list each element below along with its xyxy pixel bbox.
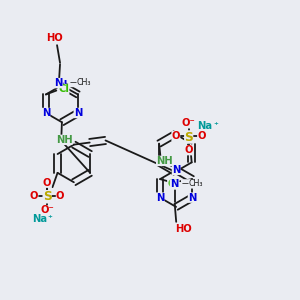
- Text: CH₃: CH₃: [189, 179, 203, 188]
- Text: O: O: [184, 145, 193, 155]
- Text: N: N: [58, 80, 66, 90]
- Text: S: S: [43, 190, 52, 203]
- Text: HO: HO: [175, 224, 192, 234]
- Text: NH: NH: [156, 156, 173, 166]
- Text: S: S: [184, 130, 193, 143]
- Text: ⁺: ⁺: [213, 121, 218, 130]
- Text: O⁻: O⁻: [40, 206, 54, 215]
- Text: N: N: [188, 193, 196, 202]
- Text: CH₃: CH₃: [77, 78, 91, 87]
- Text: Na: Na: [197, 121, 213, 131]
- Text: N: N: [54, 78, 63, 88]
- Text: Na: Na: [32, 214, 47, 224]
- Text: O: O: [172, 131, 180, 141]
- Text: N: N: [74, 108, 82, 118]
- Text: N: N: [42, 108, 50, 118]
- Text: N: N: [172, 165, 180, 175]
- Text: NH: NH: [56, 135, 72, 145]
- Text: ⁺: ⁺: [48, 214, 52, 223]
- Text: O: O: [197, 131, 206, 141]
- Text: —: —: [69, 78, 78, 87]
- Text: Cl: Cl: [167, 178, 178, 189]
- Text: N: N: [156, 193, 164, 202]
- Text: HO: HO: [46, 33, 62, 43]
- Text: O: O: [56, 190, 64, 200]
- Text: O: O: [43, 178, 51, 188]
- Text: —: —: [181, 179, 190, 188]
- Text: Cl: Cl: [58, 84, 69, 94]
- Text: O⁻: O⁻: [182, 118, 196, 128]
- Text: O: O: [30, 190, 38, 200]
- Text: N: N: [170, 179, 178, 190]
